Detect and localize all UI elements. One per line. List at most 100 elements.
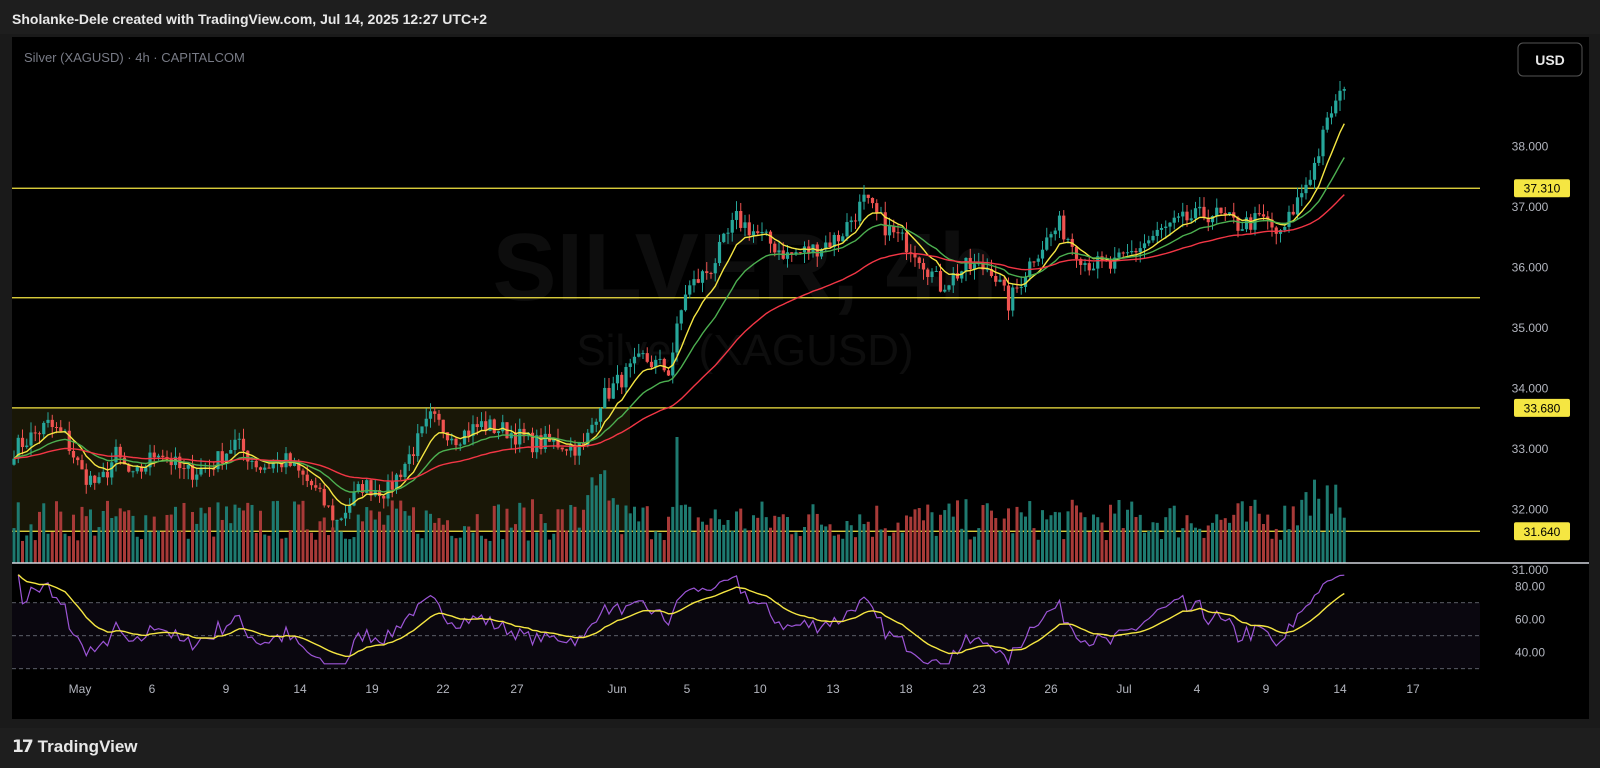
candle-body — [1342, 89, 1346, 91]
candle-body — [560, 447, 564, 450]
volume-bar — [386, 515, 390, 563]
candle-body — [445, 432, 450, 441]
price-axis[interactable]: 37.310 33.680 31.640 38.000 37.000 36.000 35.0… — [1512, 140, 1570, 578]
candle-body — [666, 370, 671, 376]
candle-body — [122, 457, 127, 465]
volume-bar — [441, 524, 445, 563]
volume-bar — [46, 533, 50, 563]
candle-body — [263, 467, 267, 470]
price-tick-label: 37.000 — [1512, 200, 1549, 214]
volume-bar — [225, 506, 228, 563]
time-tick-label: 4 — [1194, 682, 1201, 696]
volume-bar — [212, 536, 216, 563]
volume-bar — [594, 485, 598, 563]
volume-bar — [628, 513, 632, 563]
candle-body — [161, 455, 165, 457]
candle-body — [84, 469, 88, 485]
volume-bar — [1172, 505, 1176, 563]
candle-body — [16, 437, 20, 459]
volume-bar — [845, 521, 849, 563]
rsi-axis[interactable]: 80.00 60.00 40.00 — [1515, 579, 1545, 659]
symbol-legend[interactable]: Silver (XAGUSD) · 4h · CAPITALCOM — [24, 50, 245, 65]
volume-bar — [696, 517, 700, 563]
volume-bar — [735, 511, 738, 563]
volume-bar — [12, 528, 16, 563]
volume-bar — [420, 538, 424, 563]
volume-bar — [310, 532, 313, 563]
volume-bar — [1232, 514, 1236, 563]
volume-bar — [514, 524, 517, 563]
candle-body — [237, 438, 241, 440]
volume-bar — [123, 511, 126, 563]
candle-body — [144, 467, 148, 472]
candle-body — [1261, 214, 1266, 217]
volume-bar — [1147, 530, 1151, 563]
volume-bar — [1138, 514, 1142, 563]
volume-bar — [900, 532, 904, 563]
candle-body — [615, 374, 620, 384]
candle-body — [921, 262, 926, 270]
volume-bar — [284, 537, 288, 563]
volume-bar — [480, 535, 483, 563]
candle-body — [836, 234, 841, 242]
volume-bar — [199, 507, 203, 563]
volume-bar — [1036, 539, 1040, 563]
volume-bar — [1113, 513, 1117, 563]
volume-bar — [25, 535, 29, 563]
volume-bar — [620, 534, 624, 563]
volume-bar — [730, 530, 734, 563]
candle-body — [679, 310, 683, 324]
candle-body — [1321, 129, 1325, 157]
time-tick-label: 14 — [1333, 682, 1347, 696]
volume-bar — [475, 514, 479, 563]
time-tick-label: 13 — [826, 682, 840, 696]
candle-body — [1087, 263, 1091, 271]
candle-body — [1329, 113, 1334, 118]
candle-body — [1083, 263, 1087, 265]
volume-bar — [926, 504, 930, 563]
candle-body — [1079, 258, 1083, 265]
candle-body — [692, 279, 696, 286]
candle-body — [411, 454, 416, 457]
candle-body — [501, 422, 505, 432]
volume-bar — [951, 516, 955, 563]
volume-bar — [943, 510, 947, 563]
tradingview-logo[interactable]: 17 TradingView — [12, 737, 138, 757]
volume-bar — [59, 511, 63, 563]
candle-body — [1300, 193, 1304, 198]
candle-body — [156, 455, 161, 458]
candle-body — [883, 212, 887, 236]
volume-bar — [798, 536, 802, 563]
candle-body — [12, 458, 16, 465]
candle-body — [1057, 215, 1062, 231]
candle-body — [394, 474, 399, 490]
volume-bar — [811, 504, 815, 563]
currency-button[interactable]: USD — [1517, 42, 1583, 77]
volume-bar — [769, 527, 772, 563]
volume-bar — [709, 518, 713, 563]
candle-body — [590, 424, 594, 433]
volume-bar — [399, 500, 403, 563]
volume-bar — [837, 534, 840, 563]
volume-bar — [182, 502, 186, 563]
candle-body — [1168, 222, 1172, 227]
chart-frame[interactable] — [12, 37, 1589, 719]
volume-bar — [692, 532, 696, 563]
time-axis[interactable]: May 6 9 14 19 22 27 Jun 5 10 13 18 23 26 Jul 4 9 14 17 — [69, 682, 1420, 696]
candle-body — [743, 222, 747, 228]
volume-bar — [637, 521, 641, 563]
volume-bar — [1270, 538, 1274, 563]
volume-bar — [403, 511, 407, 563]
volume-bar — [960, 528, 964, 563]
volume-bar — [1228, 522, 1231, 563]
candle-body — [862, 194, 866, 202]
time-tick-label: 5 — [684, 682, 691, 696]
volume-bar — [832, 535, 836, 563]
volume-bar — [1321, 532, 1325, 563]
volume-bar — [72, 514, 75, 563]
volume-bar — [1300, 499, 1304, 563]
candle-body — [777, 250, 781, 253]
candle-body — [1210, 216, 1215, 223]
volume-bar — [1092, 514, 1095, 563]
